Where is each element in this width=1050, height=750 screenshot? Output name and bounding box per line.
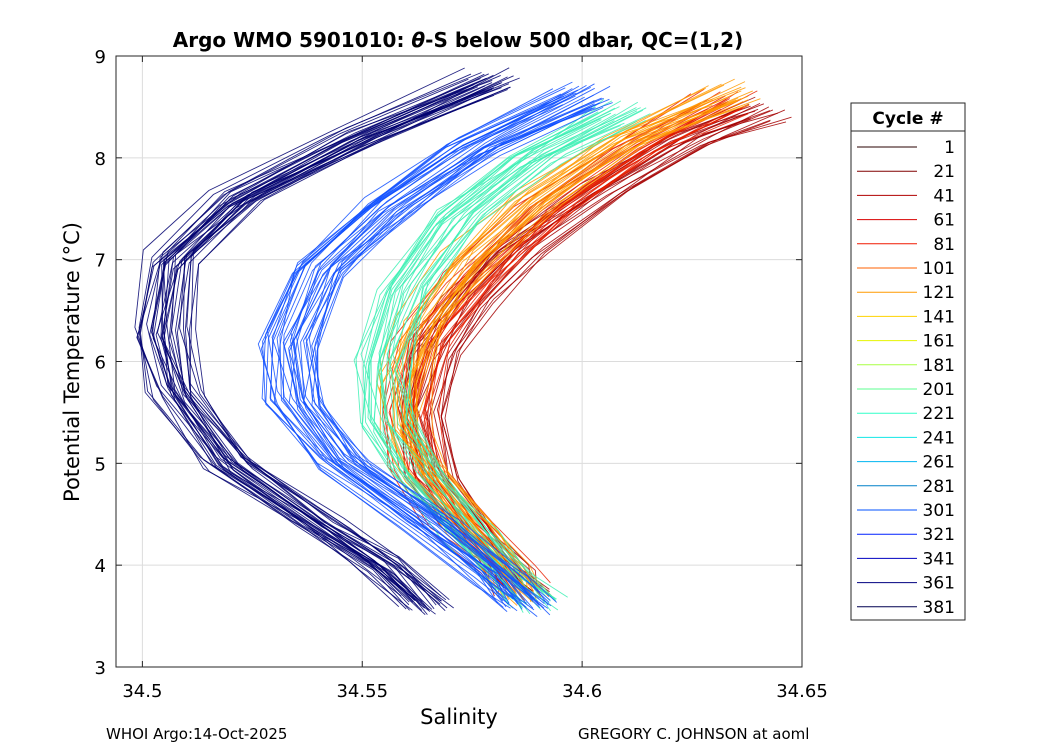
profile-line: [271, 92, 575, 604]
profile-line: [168, 89, 508, 615]
legend-label: 321: [923, 525, 955, 545]
legend-label: 61: [933, 211, 955, 231]
y-axis-label: Potential Temperature (°C): [60, 222, 84, 502]
profile-line: [162, 77, 487, 602]
y-tick-label: 6: [95, 353, 106, 374]
profile-line: [316, 106, 604, 616]
profile-line: [146, 72, 482, 599]
profile-line: [186, 76, 508, 601]
y-tick-label: 7: [95, 251, 106, 272]
legend-label: 201: [923, 380, 955, 400]
x-tick-label: 34.55: [336, 681, 388, 702]
profile-line: [137, 87, 465, 610]
profile-line: [353, 112, 600, 608]
legend-label: 381: [923, 598, 955, 618]
chart-title: Argo WMO 5901010: θ-S below 500 dbar, QC…: [173, 28, 743, 52]
profile-line: [438, 90, 758, 584]
legend-label: 261: [923, 453, 955, 473]
x-tick-label: 34.6: [562, 681, 602, 702]
legend-label: 41: [933, 186, 955, 206]
profile-line: [378, 107, 616, 599]
profile-line: [261, 88, 554, 604]
profile-line: [273, 97, 561, 612]
profile-line: [152, 89, 486, 610]
profile-line: [386, 107, 637, 600]
y-tick-label: 3: [95, 658, 106, 679]
footer-left: WHOI Argo:14-Oct-2025: [106, 725, 288, 743]
x-tick-label: 34.65: [776, 681, 828, 702]
profile-line: [293, 85, 587, 599]
profile-line: [379, 98, 713, 599]
profile-line: [140, 78, 469, 606]
profile-line: [292, 85, 580, 602]
y-tick-label: 4: [95, 556, 106, 577]
legend-label: 21: [933, 162, 955, 182]
legend-label: 361: [923, 574, 955, 594]
title-theta: θ: [411, 28, 425, 52]
x-tick-label: 34.5: [122, 681, 162, 702]
legend-label: 281: [923, 477, 955, 497]
profile-line: [308, 97, 602, 609]
y-tick-label: 9: [95, 47, 106, 68]
profile-line: [171, 74, 494, 606]
profile-line: [138, 73, 472, 608]
title-suffix: -S below 500 dbar, QC=(1,2): [425, 28, 743, 52]
legend-label: 121: [923, 283, 955, 303]
profile-line: [392, 101, 639, 601]
axis-ticks: 34.5 34.55 34.6 34.65 3 4 5 6 7 8 9: [95, 47, 828, 702]
y-tick-label: 8: [95, 149, 106, 170]
legend-label: 221: [923, 404, 955, 424]
title-prefix: Argo WMO 5901010:: [173, 28, 412, 52]
profile-line: [265, 95, 564, 608]
profile-line: [444, 116, 792, 593]
legend-label: 341: [923, 549, 955, 569]
legend: Cycle # 12141618110112114116118120122124…: [850, 102, 966, 621]
legend-label: 1: [944, 138, 955, 158]
legend-entries: 1214161811011211411611812012212412612813…: [857, 138, 955, 618]
profile-line: [161, 87, 502, 610]
legend-title: Cycle #: [872, 109, 943, 129]
profile-line: [151, 73, 485, 597]
profile-line: [269, 91, 569, 605]
legend-label: 141: [923, 307, 955, 327]
series-lines: [134, 67, 792, 617]
profile-line: [404, 109, 644, 602]
profile-line: [305, 94, 594, 606]
legend-label: 301: [923, 501, 955, 521]
profile-line: [407, 113, 651, 602]
profile-line: [282, 107, 593, 610]
y-tick-label: 5: [95, 454, 106, 475]
legend-label: 81: [933, 235, 955, 255]
profile-line: [377, 115, 628, 602]
profile-line: [139, 86, 475, 611]
profile-line: [288, 103, 597, 609]
legend-label: 241: [923, 428, 955, 448]
legend-label: 181: [923, 356, 955, 376]
legend-label: 161: [923, 332, 955, 352]
profile-line: [283, 100, 595, 608]
profile-line: [279, 89, 579, 600]
footer-right: GREGORY C. JOHNSON at aoml: [578, 725, 810, 743]
x-axis-label: Salinity: [420, 705, 498, 729]
profile-line: [373, 125, 621, 615]
profile-line: [410, 87, 746, 591]
profile-line: [151, 88, 493, 609]
legend-label: 101: [923, 259, 955, 279]
